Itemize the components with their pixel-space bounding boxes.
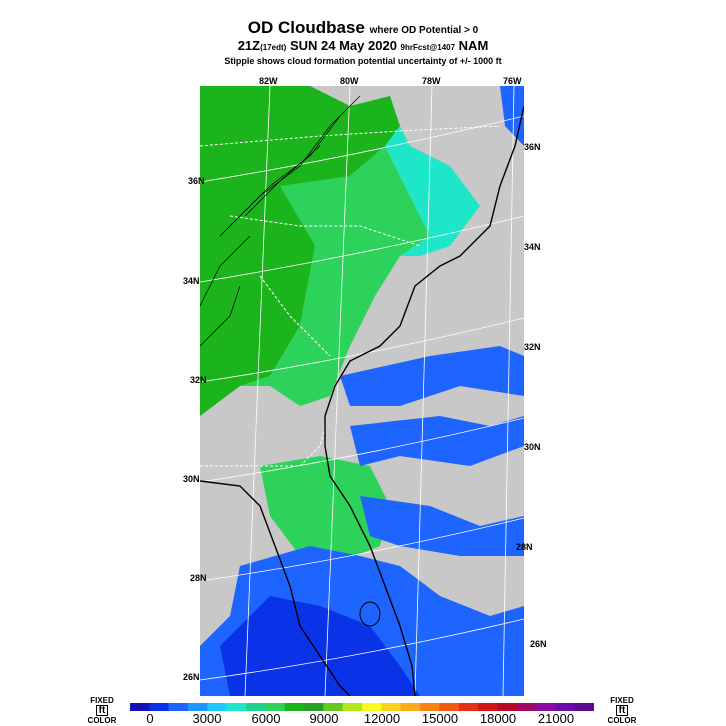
green-region-dark	[200, 86, 400, 416]
colorbar-swatch	[284, 703, 305, 711]
state-borders	[200, 125, 501, 467]
terrain-contours	[200, 95, 361, 347]
color-label-left: COLOR	[87, 716, 117, 725]
time-local: (17edt)	[260, 43, 287, 52]
colorbar-swatch	[168, 703, 189, 711]
lat-label-right-28n: 28N	[516, 542, 533, 552]
lat-label-left-36n: 36N	[188, 176, 205, 186]
forecast-label: 9hrFcst@1407	[400, 43, 456, 52]
coastline	[200, 105, 524, 696]
colorbar-tick-15000: 15000	[421, 711, 459, 726]
lat-label-left-26n: 26N	[183, 672, 200, 682]
colorbar-swatch	[362, 703, 382, 711]
fixed-label-right: FIXED	[610, 696, 634, 705]
ft-unit-right: ft	[615, 705, 629, 716]
lat-label-left-28n: 28N	[190, 573, 207, 583]
colorbar-swatch	[246, 703, 266, 711]
lat-label-left-32n: 32N	[190, 375, 207, 385]
colorbar-swatch	[226, 703, 247, 711]
colorbar-swatch	[188, 703, 208, 711]
ft-unit-left: ft	[95, 705, 109, 716]
offshore-blue-band-3	[360, 496, 524, 556]
colorbar-swatch	[536, 703, 556, 711]
colorbar-swatch	[439, 703, 460, 711]
offshore-blue-band-1	[340, 346, 524, 406]
lon-label-78w: 78W	[422, 76, 441, 86]
cyan-region	[385, 126, 480, 256]
colorbar-tick-6000: 6000	[251, 711, 281, 726]
colorbar-swatch	[381, 703, 402, 711]
colorbar-left-label: FIXED ft COLOR	[84, 696, 120, 725]
lat-label-right-34n: 34N	[524, 242, 541, 252]
florida-green	[260, 456, 390, 566]
fixed-label-left: FIXED	[90, 696, 114, 705]
colorbar-swatch	[207, 703, 228, 711]
colorbar-swatch	[516, 703, 537, 711]
lat-lon-grid	[200, 86, 524, 696]
lake-okeechobee	[359, 601, 381, 627]
colorbar-swatch	[478, 703, 498, 711]
lat-label-left-30n: 30N	[183, 474, 200, 484]
color-label-right: COLOR	[607, 716, 637, 725]
time-main: SUN 24 May 2020	[289, 38, 397, 53]
south-dark-blue-region	[220, 596, 420, 696]
colorbar-swatch	[555, 703, 576, 711]
colorbar-swatch	[574, 703, 594, 711]
colorbar-swatch	[458, 703, 479, 711]
colorbar	[130, 703, 594, 711]
valid-time: 21Z(17edt) SUN 24 May 2020 9hrFcst@1407 …	[0, 38, 726, 53]
colorbar-tick-9000: 9000	[309, 711, 339, 726]
lat-label-right-30n: 30N	[524, 442, 541, 452]
lat-label-right-32n: 32N	[524, 342, 541, 352]
chart-title: OD Cloudbase where OD Potential > 0	[0, 18, 726, 38]
colorbar-swatch	[149, 703, 170, 711]
colorbar-swatch	[420, 703, 440, 711]
colorbar-swatch	[130, 703, 150, 711]
lat-label-left-34n: 34N	[183, 276, 200, 286]
colorbar-tick-12000: 12000	[363, 711, 401, 726]
colorbar-swatch	[497, 703, 518, 711]
colorbar-tick-3000: 3000	[192, 711, 222, 726]
colorbar-tick-0: 0	[146, 711, 154, 726]
lat-label-right-36n: 36N	[524, 142, 541, 152]
title-note: where OD Potential > 0	[369, 25, 479, 36]
colorbar-swatch	[265, 703, 286, 711]
colorbar-swatch	[323, 703, 344, 711]
lat-label-right-26n: 26N	[530, 639, 547, 649]
colorbar-right-label: FIXED ft COLOR	[604, 696, 640, 725]
time-prefix: 21Z	[237, 38, 261, 53]
colorbar-swatch	[342, 703, 363, 711]
colorbar-swatch	[304, 703, 324, 711]
lon-label-82w: 82W	[259, 76, 278, 86]
lon-label-76w: 76W	[503, 76, 522, 86]
colorbar-tick-21000: 21000	[537, 711, 575, 726]
forecast-map	[200, 86, 524, 696]
colorbar-swatch	[400, 703, 421, 711]
model-label: NAM	[458, 38, 489, 53]
lon-label-80w: 80W	[340, 76, 359, 86]
subtitle: Stipple shows cloud formation potential …	[224, 56, 502, 66]
colorbar-tick-18000: 18000	[479, 711, 517, 726]
green-region-light	[240, 146, 430, 406]
title-main: OD Cloudbase	[247, 18, 365, 37]
